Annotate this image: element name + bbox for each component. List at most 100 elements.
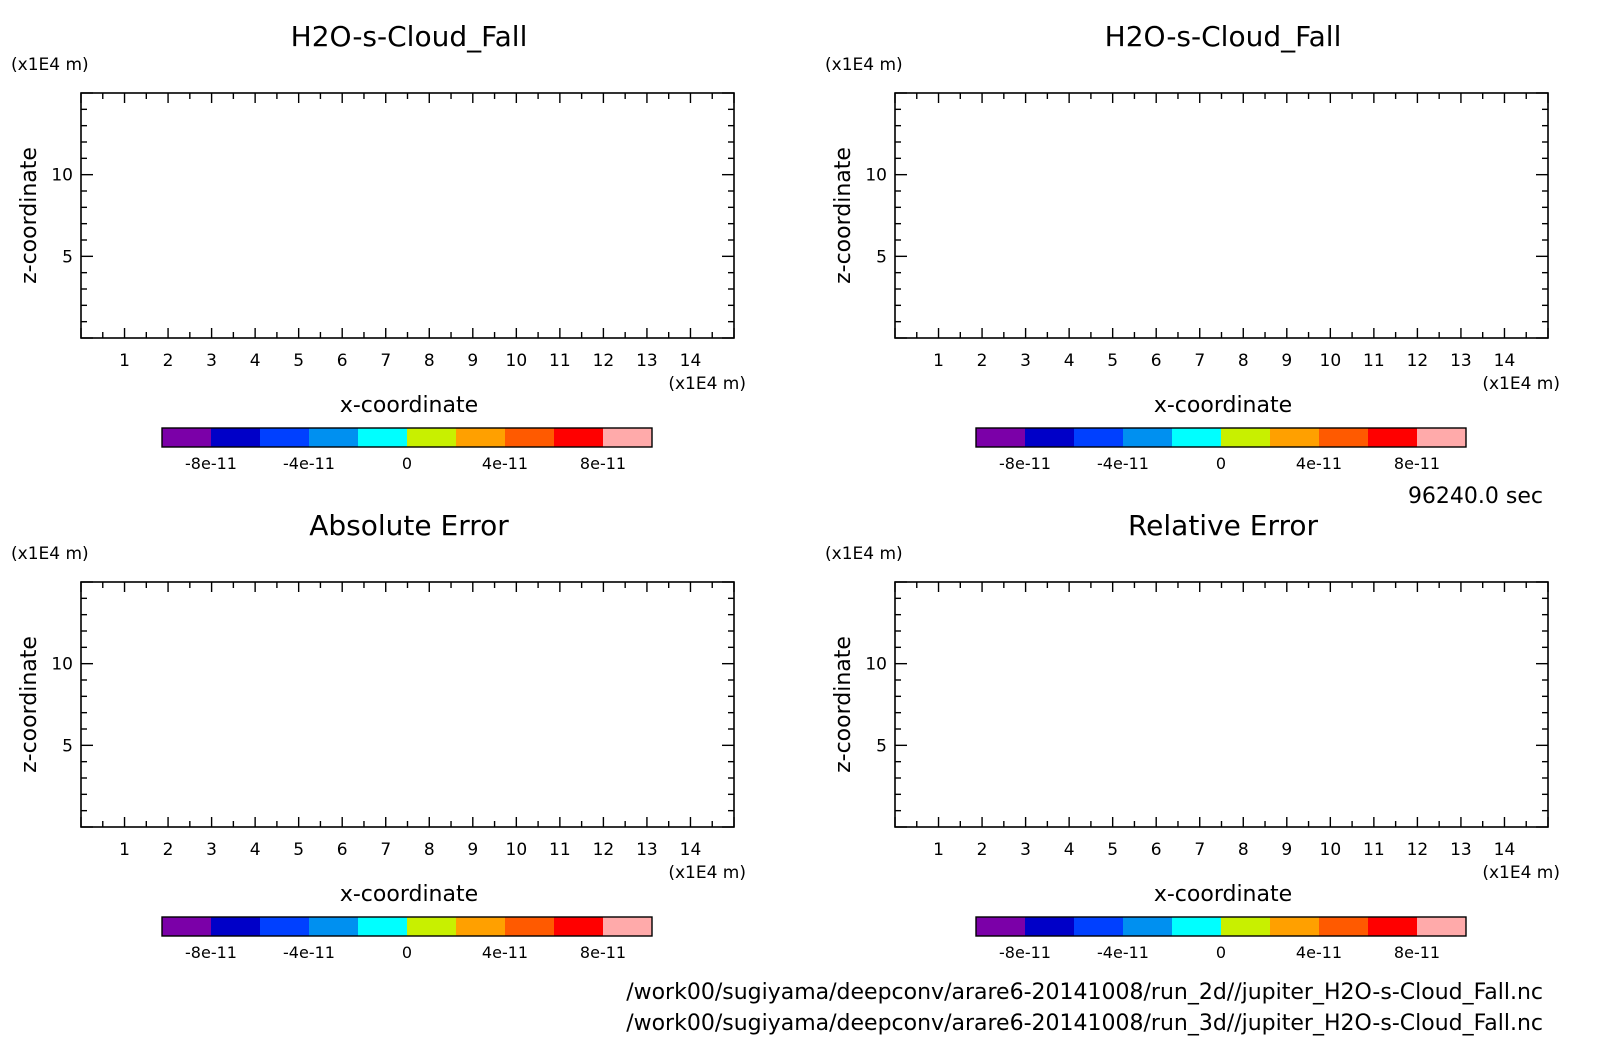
colorbar-frame: [161, 427, 653, 448]
colorbar-swatch: [162, 428, 212, 447]
colorbar-swatch: [358, 428, 408, 447]
x-tick-label: 2: [977, 840, 988, 860]
colorbar-swatch: [505, 917, 555, 936]
colorbar-tick-label: 8e-11: [1394, 454, 1440, 473]
x-tick-label: 13: [1450, 351, 1472, 371]
colorbar-swatch: [1025, 428, 1075, 447]
y-tick-label: 10: [865, 655, 887, 675]
colorbar-swatch: [260, 917, 310, 936]
colorbar-swatch: [1319, 428, 1369, 447]
colorbar-swatch: [1368, 917, 1418, 936]
colorbar-swatch: [1417, 917, 1467, 936]
colorbar-tick-label: -4e-11: [1097, 943, 1149, 962]
x-tick-label: 3: [1020, 351, 1031, 371]
colorbar-swatch: [554, 428, 604, 447]
colorbar-swatch: [1270, 917, 1320, 936]
x-tick-label: 8: [424, 351, 435, 371]
chart-title: H2O-s-Cloud_Fall: [1105, 20, 1342, 53]
y-axis-label: z-coordinate: [831, 636, 856, 773]
footer-path-3d: /work00/sugiyama/deepconv/arare6-2014100…: [626, 1011, 1543, 1036]
x-tick-label: 14: [1494, 840, 1516, 860]
colorbar-swatch: [1319, 917, 1369, 936]
x-tick-label: 8: [1238, 840, 1249, 860]
colorbar-swatch: [1074, 428, 1124, 447]
x-tick-label: 13: [636, 840, 658, 860]
y-unit-label: (x1E4 m): [11, 544, 89, 564]
colorbar-frame: [161, 916, 653, 937]
colorbar-swatch: [456, 917, 506, 936]
x-tick-label: 13: [636, 351, 658, 371]
chart-panel: Absolute Error(x1E4 m)1 2 3 4 5 6 7 8 9 10 11 12 13 1…: [11, 509, 746, 962]
chart-title: Relative Error: [1128, 509, 1319, 542]
colorbar-swatch: [976, 917, 1026, 936]
colorbar-swatch: [162, 917, 212, 936]
x-tick-label: 8: [424, 840, 435, 860]
y-tick-label: 5: [62, 247, 73, 267]
x-tick-label: 4: [1064, 351, 1075, 371]
x-tick-label: 11: [1363, 351, 1385, 371]
colorbar-swatch: [1417, 428, 1467, 447]
x-axis-label: x-coordinate: [1154, 393, 1292, 418]
colorbar-tick-label: -8e-11: [999, 943, 1051, 962]
plot-frame: [894, 92, 1549, 339]
x-axis-label: x-coordinate: [340, 882, 478, 907]
colorbar-swatch: [1270, 428, 1320, 447]
colorbar-swatch: [211, 917, 261, 936]
x-tick-label: 1: [119, 351, 130, 371]
colorbar-swatch: [309, 917, 359, 936]
y-tick-label: 10: [51, 655, 73, 675]
colorbar-swatch: [1074, 917, 1124, 936]
chart-title: H2O-s-Cloud_Fall: [291, 20, 528, 53]
x-tick-label: 8: [1238, 351, 1249, 371]
x-tick-label: 9: [467, 351, 478, 371]
x-tick-label: 2: [163, 351, 174, 371]
x-tick-label: 6: [337, 351, 348, 371]
colorbar-tick-label: -4e-11: [283, 943, 335, 962]
plot-frame: [80, 581, 735, 828]
x-tick-label: 11: [1363, 840, 1385, 860]
colorbar-frame: [975, 916, 1467, 937]
x-tick-label: 1: [119, 840, 130, 860]
x-tick-label: 10: [506, 351, 528, 371]
colorbar-tick-label: 8e-11: [580, 454, 626, 473]
colorbar-tick-label: 4e-11: [482, 454, 528, 473]
x-tick-label: 9: [1281, 840, 1292, 860]
y-axis-label: z-coordinate: [831, 147, 856, 284]
x-tick-label: 1: [933, 840, 944, 860]
colorbar-tick-label: 0: [402, 454, 412, 473]
colorbar-tick-label: -8e-11: [185, 943, 237, 962]
x-unit-label: (x1E4 m): [668, 374, 746, 394]
colorbar-swatch: [554, 917, 604, 936]
x-tick-label: 14: [680, 351, 702, 371]
x-tick-label: 6: [1151, 840, 1162, 860]
chart-panel: Relative Error(x1E4 m)1 2 3 4 5 6 7 8 9 10 11 12 13 1…: [825, 509, 1560, 962]
colorbar-tick-label: 0: [1216, 454, 1226, 473]
x-tick-label: 12: [1407, 351, 1429, 371]
colorbar-swatch: [358, 917, 408, 936]
chart-panel: H2O-s-Cloud_Fall(x1E4 m)1 2 3 4 5 6 7 8 9 10 11 12 1…: [11, 20, 746, 473]
x-tick-label: 10: [506, 840, 528, 860]
x-unit-label: (x1E4 m): [1482, 863, 1560, 883]
x-tick-label: 11: [549, 351, 571, 371]
colorbar-tick-label: 8e-11: [580, 943, 626, 962]
x-tick-label: 4: [250, 351, 261, 371]
colorbar-tick-label: -4e-11: [283, 454, 335, 473]
footer-path-2d: /work00/sugiyama/deepconv/arare6-2014100…: [626, 980, 1543, 1005]
time-label: 96240.0 sec: [1408, 484, 1543, 509]
x-tick-label: 4: [1064, 840, 1075, 860]
x-tick-label: 13: [1450, 840, 1472, 860]
x-tick-label: 10: [1320, 840, 1342, 860]
x-tick-label: 6: [337, 840, 348, 860]
colorbar-swatch: [309, 428, 359, 447]
x-tick-label: 7: [1194, 351, 1205, 371]
y-axis-label: z-coordinate: [17, 636, 42, 773]
x-tick-label: 5: [293, 840, 304, 860]
colorbar-tick-label: 4e-11: [1296, 943, 1342, 962]
x-tick-label: 5: [1107, 840, 1118, 860]
x-tick-label: 11: [549, 840, 571, 860]
colorbar-swatch: [603, 428, 653, 447]
x-tick-label: 10: [1320, 351, 1342, 371]
x-tick-label: 12: [1407, 840, 1429, 860]
colorbar-swatch: [1123, 428, 1173, 447]
